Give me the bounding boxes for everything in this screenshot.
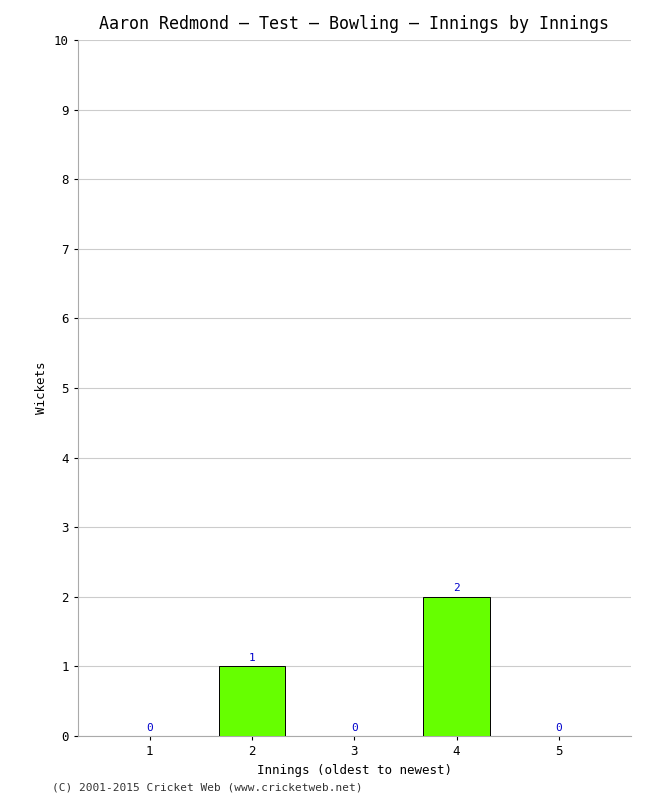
- Y-axis label: Wickets: Wickets: [35, 362, 48, 414]
- Title: Aaron Redmond – Test – Bowling – Innings by Innings: Aaron Redmond – Test – Bowling – Innings…: [99, 15, 609, 33]
- Text: 0: 0: [556, 722, 562, 733]
- Text: (C) 2001-2015 Cricket Web (www.cricketweb.net): (C) 2001-2015 Cricket Web (www.cricketwe…: [52, 782, 363, 792]
- Bar: [218, 666, 285, 736]
- Text: 2: 2: [453, 583, 460, 594]
- Text: 1: 1: [248, 653, 255, 663]
- Text: 0: 0: [146, 722, 153, 733]
- Bar: [423, 597, 490, 736]
- Text: 0: 0: [351, 722, 358, 733]
- X-axis label: Innings (oldest to newest): Innings (oldest to newest): [257, 763, 452, 777]
